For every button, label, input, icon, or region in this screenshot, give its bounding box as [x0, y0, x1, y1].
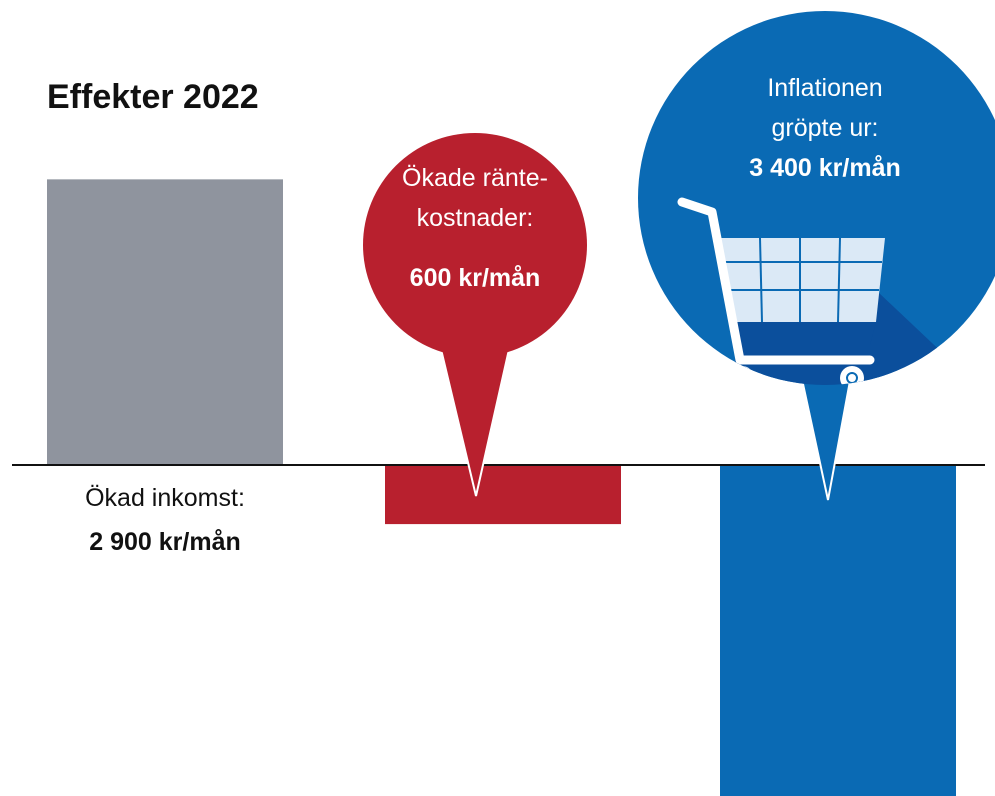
category-label: Ökade ränte- kostnader: [402, 164, 548, 232]
value-label: 3 400 kr/mån [749, 154, 901, 182]
bar [47, 179, 283, 465]
bar [720, 465, 956, 796]
value-label: 2 900 kr/mån [89, 528, 241, 556]
category-label: Ökad inkomst: [85, 484, 245, 512]
chart-title: Effekter 2022 [47, 78, 259, 116]
category-label: Inflationen gröpte ur: [767, 74, 883, 142]
bars [47, 179, 956, 796]
bubble [363, 133, 587, 357]
value-label: 600 kr/mån [409, 264, 541, 292]
bar [385, 465, 621, 525]
